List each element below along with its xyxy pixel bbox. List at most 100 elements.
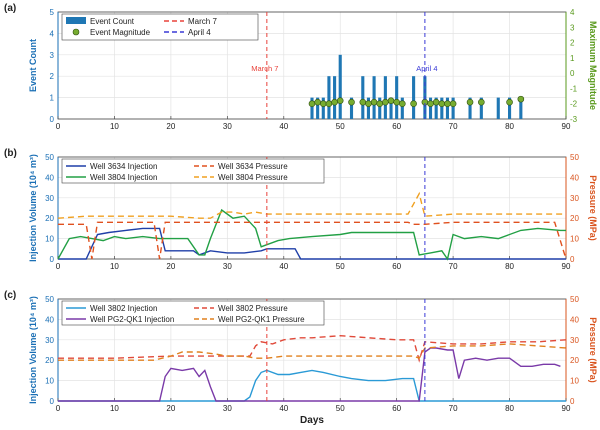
legend-swatch xyxy=(72,28,80,36)
x-tick-label: 30 xyxy=(223,122,232,131)
event-magnitude-marker xyxy=(427,100,434,108)
event-magnitude-marker xyxy=(331,98,338,106)
event-count-bar xyxy=(321,97,325,119)
series-line-well-3634-injection xyxy=(58,227,566,260)
event-magnitude-marker xyxy=(336,97,344,104)
legend-entry-label: Well 3802 Injection xyxy=(90,304,157,313)
legend-box xyxy=(61,158,325,184)
legend-entry-label: Well 3634 Pressure xyxy=(218,162,288,171)
event-magnitude-marker xyxy=(387,97,395,104)
event-count-bar xyxy=(412,76,416,119)
y2-tick-label: 10 xyxy=(570,235,579,244)
legend-entry-label: Event Count xyxy=(90,17,135,26)
event-magnitude-marker xyxy=(382,98,389,106)
x-tick-label: 90 xyxy=(562,122,571,131)
legend-entry-label: Well 3634 Injection xyxy=(90,162,157,171)
y-tick-label: 5 xyxy=(50,8,55,17)
x-axis-label: Days xyxy=(300,415,324,426)
legend-box xyxy=(61,300,325,326)
y-tick-label: 30 xyxy=(45,194,54,203)
legend-entry-label: March 7 xyxy=(188,17,217,26)
y2-tick-label: 40 xyxy=(570,315,579,324)
y-axis-label: Event Count xyxy=(28,39,38,92)
event-magnitude-marker xyxy=(359,98,367,106)
x-tick-label: 90 xyxy=(562,262,571,271)
event-magnitude-marker xyxy=(449,100,457,108)
event-count-bar xyxy=(395,76,399,119)
y-tick-label: 0 xyxy=(50,115,55,124)
y-tick-label: 40 xyxy=(45,173,54,182)
x-tick-label: 0 xyxy=(56,262,61,271)
legend-entry-label: Well 3804 Pressure xyxy=(218,173,288,182)
april-4-annotation: April 4 xyxy=(416,64,437,73)
x-tick-label: 0 xyxy=(56,404,61,413)
legend-entry-label: Well PG2-QK1 Pressure xyxy=(218,315,305,324)
x-tick-label: 20 xyxy=(166,122,175,131)
event-count-bar xyxy=(508,97,512,119)
y-axis-label: Injection Volume (10⁴ m³) xyxy=(28,296,38,404)
y-tick-label: 20 xyxy=(45,356,54,365)
series-line-well-pg2-qk1-pressure xyxy=(58,343,567,361)
event-count-bar xyxy=(372,76,376,119)
event-magnitude-marker xyxy=(444,100,451,108)
march-7-annotation: March 7 xyxy=(251,64,278,73)
x-tick-label: 40 xyxy=(279,404,288,413)
event-count-bar xyxy=(366,97,370,119)
event-count-bar xyxy=(327,76,331,119)
panel-tag: (a) xyxy=(4,3,16,14)
event-count-bar xyxy=(383,76,387,119)
legend-entry-label: April 4 xyxy=(188,28,211,37)
x-tick-label: 60 xyxy=(392,404,401,413)
event-count-bar xyxy=(310,97,314,119)
event-magnitude-marker xyxy=(393,98,400,106)
y-tick-label: 4 xyxy=(50,29,55,38)
y2-tick-label: 40 xyxy=(570,173,579,182)
y-tick-label: 30 xyxy=(45,336,54,345)
y2-tick-label: 10 xyxy=(570,377,579,386)
event-count-bar xyxy=(479,97,483,119)
y-tick-label: 3 xyxy=(50,51,55,60)
y2-axis-label: Maximum Magnitude xyxy=(588,21,598,110)
x-tick-label: 40 xyxy=(279,262,288,271)
y-tick-label: 0 xyxy=(50,255,55,264)
event-count-bar xyxy=(445,97,450,119)
event-magnitude-marker xyxy=(478,98,485,106)
event-count-bar xyxy=(496,97,500,119)
x-tick-label: 80 xyxy=(505,122,514,131)
event-count-bar xyxy=(333,76,337,119)
event-magnitude-marker xyxy=(376,100,384,108)
event-magnitude-marker xyxy=(506,98,513,106)
y-tick-label: 1 xyxy=(50,94,55,103)
x-tick-label: 10 xyxy=(110,262,119,271)
legend-box xyxy=(61,13,259,41)
x-tick-label: 70 xyxy=(449,122,458,131)
event-magnitude-marker xyxy=(325,100,333,108)
series-line-well-3804-injection xyxy=(57,208,566,261)
x-tick-label: 70 xyxy=(449,404,458,413)
y2-tick-label: 0 xyxy=(570,69,575,78)
y2-tick-label: 2 xyxy=(570,39,575,48)
x-tick-label: 20 xyxy=(166,262,175,271)
panel-tag: (b) xyxy=(4,148,17,159)
panel-tag: (c) xyxy=(4,290,16,301)
event-magnitude-marker xyxy=(348,98,355,106)
y-tick-label: 40 xyxy=(45,315,54,324)
y2-tick-label: 20 xyxy=(570,356,579,365)
x-tick-label: 70 xyxy=(449,262,458,271)
event-count-bar xyxy=(378,97,382,119)
y2-tick-label: -3 xyxy=(570,115,578,124)
event-magnitude-marker xyxy=(319,100,327,108)
event-magnitude-marker xyxy=(466,98,474,106)
y2-tick-label: 3 xyxy=(570,23,575,32)
x-tick-label: 90 xyxy=(562,404,571,413)
y-tick-label: 2 xyxy=(50,72,55,81)
legend-entry-label: Well 3804 Injection xyxy=(90,173,157,182)
series-line-well-pg2-qk1-injection xyxy=(58,347,561,402)
event-magnitude-marker xyxy=(314,98,321,106)
x-tick-label: 10 xyxy=(110,404,119,413)
x-tick-label: 30 xyxy=(223,404,232,413)
event-count-bar xyxy=(338,54,342,119)
y-tick-label: 0 xyxy=(50,397,55,406)
x-tick-label: 50 xyxy=(336,122,345,131)
y2-axis-label: Pressure (MPa) xyxy=(588,175,598,241)
